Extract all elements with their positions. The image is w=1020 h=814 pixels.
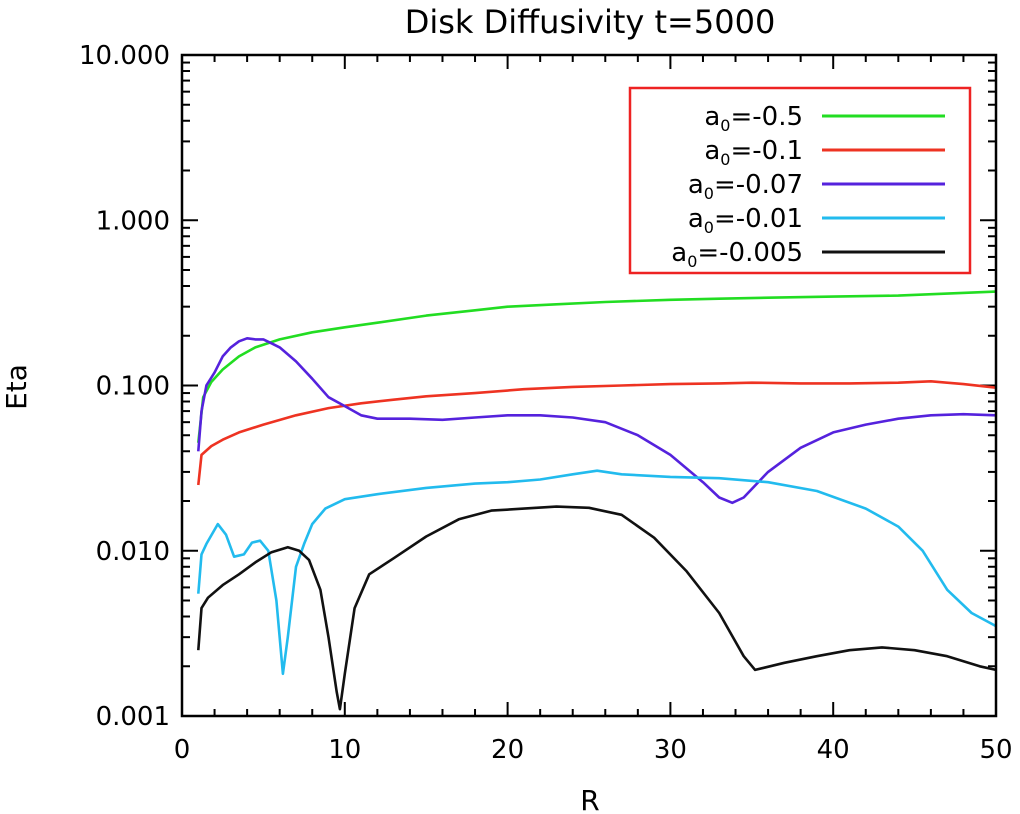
series-line-4 xyxy=(197,469,997,676)
plot-frame xyxy=(180,53,998,718)
x-tick-label: 0 xyxy=(174,735,191,765)
chart-title: Disk Diffusivity t=5000 xyxy=(405,3,776,41)
legend-label-3: a0=-0.07 xyxy=(688,170,803,203)
y-tick-label: 0.100 xyxy=(96,372,170,402)
x-tick-label: 50 xyxy=(979,735,1012,765)
y-tick-label: 0.010 xyxy=(96,537,170,567)
series-line-2 xyxy=(197,380,997,486)
series-line-1 xyxy=(197,290,997,443)
x-tick-label: 20 xyxy=(491,735,524,765)
y-tick-label: 0.001 xyxy=(96,702,170,732)
legend-box xyxy=(628,86,972,275)
x-axis-label: R xyxy=(580,784,599,814)
series-line-5 xyxy=(197,505,997,711)
axis-ticks: 0 10 20 30 40 50 0.001 0.010 0.100 1.000 10.000 xyxy=(79,41,1013,765)
legend-label-2: a0=-0.1 xyxy=(704,136,803,169)
y-axis-label: Eta xyxy=(0,364,33,410)
y-tick-label: 1.000 xyxy=(96,206,170,236)
series-line-3 xyxy=(197,337,997,505)
x-tick-label: 10 xyxy=(328,735,361,765)
legend-label-5: a0=-0.005 xyxy=(671,238,803,271)
x-tick-label: 30 xyxy=(654,735,687,765)
legend-label-1: a0=-0.5 xyxy=(704,102,803,135)
x-tick-label: 40 xyxy=(817,735,850,765)
data-series xyxy=(197,290,997,711)
y-tick-label: 10.000 xyxy=(79,41,170,71)
legend-label-4: a0=-0.01 xyxy=(688,204,803,237)
